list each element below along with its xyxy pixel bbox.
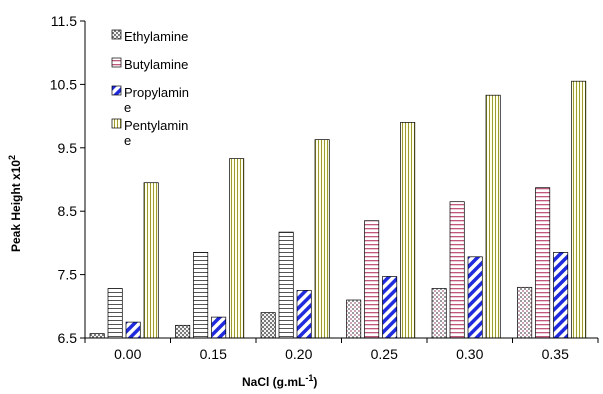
y-tick-label: 6.5 [58,330,78,346]
legend-label-pentylamine: Pentylamin [124,118,188,133]
legend-swatch-propylamine [111,85,122,96]
bar-butylamine-0.15 [193,252,209,339]
bar-propylamine-0.25 [382,276,398,339]
bar-butylamine-0.35 [535,187,551,339]
x-tick-label: 0.00 [114,346,141,362]
x-axis-title: NaCl (g.mL-1) [242,373,317,389]
bar-pentylamine-0.35 [571,80,587,339]
bar-ethylamine-0.15 [175,324,191,339]
bar-pentylamine-0.25 [400,122,416,339]
legend: EthylamineButylaminePropylaminePentylami… [111,29,189,148]
bar-pentylamine-0.00 [143,182,159,339]
bar-ethylamine-0.20 [260,312,276,339]
y-tick-label: 10.5 [50,76,77,92]
y-tick-label: 8.5 [58,203,78,219]
bar-butylamine-0.30 [449,201,465,339]
x-tick-label: 0.25 [371,346,398,362]
bar-pentylamine-0.15 [229,158,245,339]
legend-swatch-butylamine [111,57,122,68]
bar-propylamine-0.30 [467,256,483,339]
bar-propylamine-0.15 [211,316,227,339]
legend-label-propylamine: Propylamin [124,85,189,100]
bar-pentylamine-0.20 [314,139,330,339]
y-tick-label: 9.5 [58,140,78,156]
bar-butylamine-0.25 [364,220,380,339]
axes-group: 6.5 7.5 8.5 9.5 10.5 11.5 0.00 0.15 0.20 0.25 0.30… [50,13,599,362]
bar-ethylamine-0.00 [89,333,105,339]
bar-ethylamine-0.30 [431,288,447,339]
legend-label-ethylamine: Ethylamine [124,29,188,44]
legend-swatch-pentylamine [111,118,122,129]
y-axis-title: Peak Height x102 [7,155,23,252]
legend-label-propylamine: e [124,100,131,115]
legend-swatch-ethylamine [111,29,122,40]
y-tick-label: 11.5 [51,13,77,29]
bar-propylamine-0.35 [553,252,569,339]
legend-label-butylamine: Butylamine [124,57,188,72]
bar-ethylamine-0.35 [517,286,533,339]
legend-label-pentylamine: e [124,133,131,148]
bar-propylamine-0.00 [125,321,141,339]
x-tick-label: 0.30 [456,346,483,362]
bar-propylamine-0.20 [296,290,312,339]
y-tick-label: 7.5 [58,267,78,283]
x-tick-label: 0.20 [285,346,312,362]
bars-group [89,80,587,339]
bar-pentylamine-0.30 [485,94,501,339]
x-tick-label: 0.35 [542,346,569,362]
bar-butylamine-0.00 [107,288,123,339]
x-tick-label: 0.15 [200,346,227,362]
bar-ethylamine-0.25 [346,299,362,339]
bar-butylamine-0.20 [278,231,294,339]
